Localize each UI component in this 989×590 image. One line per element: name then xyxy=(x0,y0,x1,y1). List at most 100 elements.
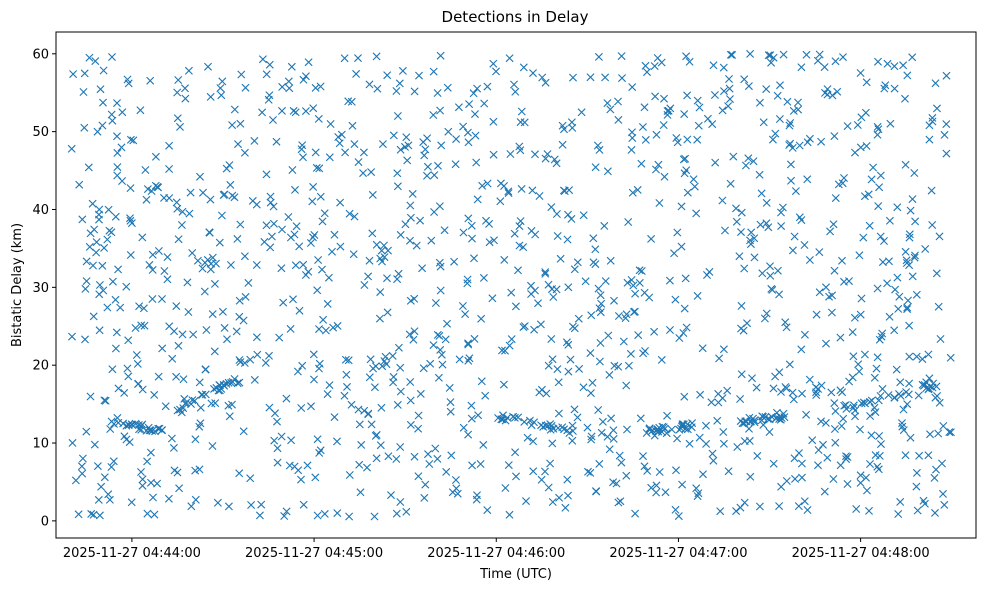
data-point xyxy=(376,288,385,297)
data-point xyxy=(802,50,811,59)
data-point xyxy=(376,254,385,263)
data-point xyxy=(617,458,626,467)
data-point xyxy=(450,257,459,266)
data-point xyxy=(623,278,632,287)
data-point xyxy=(525,416,534,425)
data-point xyxy=(898,419,906,428)
data-point xyxy=(489,59,498,68)
data-point xyxy=(541,268,550,277)
data-point xyxy=(500,255,509,264)
data-point xyxy=(169,443,178,452)
data-point xyxy=(905,321,914,330)
data-point xyxy=(642,429,651,437)
data-point xyxy=(634,331,643,340)
data-point xyxy=(746,472,755,481)
data-point xyxy=(93,462,102,471)
data-point xyxy=(692,484,701,493)
data-point xyxy=(279,298,288,307)
data-point xyxy=(517,107,526,116)
data-point xyxy=(725,84,734,93)
data-point xyxy=(394,269,403,278)
data-point xyxy=(464,430,473,439)
data-point xyxy=(822,339,830,348)
data-point xyxy=(631,509,640,518)
data-point xyxy=(103,303,112,312)
data-point xyxy=(104,490,113,499)
data-point xyxy=(604,331,613,340)
data-point xyxy=(100,473,109,482)
data-point xyxy=(470,254,478,263)
data-point xyxy=(122,282,131,291)
data-point xyxy=(849,401,858,410)
data-point xyxy=(536,320,545,329)
data-point xyxy=(682,52,691,61)
data-point xyxy=(173,406,182,415)
data-point xyxy=(750,253,759,262)
data-point xyxy=(614,115,623,124)
data-point xyxy=(343,382,351,391)
data-point xyxy=(894,510,903,518)
data-point xyxy=(693,492,702,501)
data-point xyxy=(896,378,905,387)
data-point xyxy=(930,473,939,482)
data-point xyxy=(482,216,490,225)
data-point xyxy=(314,114,323,123)
data-point xyxy=(393,169,402,178)
data-point xyxy=(345,209,354,218)
data-point xyxy=(739,326,748,335)
x-tick-label: 2025-11-27 04:44:00 xyxy=(63,546,201,561)
data-point xyxy=(719,63,728,72)
data-point xyxy=(805,134,814,143)
data-point xyxy=(586,468,595,477)
data-point xyxy=(468,461,477,470)
data-point xyxy=(567,214,576,223)
y-tick-label: 0 xyxy=(41,514,49,529)
data-point xyxy=(403,156,412,165)
data-point xyxy=(775,368,784,377)
data-point xyxy=(226,261,235,269)
data-point xyxy=(743,319,751,328)
data-point xyxy=(255,511,264,520)
data-point xyxy=(340,391,349,400)
data-point xyxy=(763,415,772,423)
data-point xyxy=(247,501,256,509)
data-point xyxy=(409,335,418,344)
data-point xyxy=(173,204,182,213)
data-point xyxy=(940,500,949,509)
data-point xyxy=(838,388,847,397)
data-point xyxy=(394,343,403,352)
data-point xyxy=(628,188,637,197)
data-point xyxy=(470,334,479,343)
data-point xyxy=(350,140,359,149)
data-point xyxy=(554,378,563,387)
data-point xyxy=(913,506,922,515)
data-point xyxy=(823,90,832,99)
data-point xyxy=(775,115,784,123)
data-point xyxy=(182,398,191,407)
data-point xyxy=(677,242,686,251)
data-point xyxy=(791,474,799,483)
data-point xyxy=(319,315,328,324)
data-point xyxy=(830,266,839,275)
data-point xyxy=(575,364,584,373)
data-point xyxy=(230,375,239,383)
data-point xyxy=(537,475,546,484)
data-point xyxy=(880,84,889,93)
data-point xyxy=(265,351,273,360)
data-point xyxy=(782,477,791,485)
data-point xyxy=(218,307,227,316)
data-point xyxy=(421,480,430,489)
data-point xyxy=(499,380,508,389)
data-point xyxy=(370,512,379,521)
data-point xyxy=(168,354,177,363)
data-point xyxy=(819,440,827,449)
data-point xyxy=(794,98,802,107)
data-point xyxy=(412,241,421,250)
data-point xyxy=(814,446,823,454)
data-point xyxy=(670,249,679,258)
data-point xyxy=(184,66,193,75)
data-point xyxy=(485,238,494,247)
data-point xyxy=(474,411,483,420)
data-point xyxy=(392,87,401,95)
data-point xyxy=(626,349,635,358)
